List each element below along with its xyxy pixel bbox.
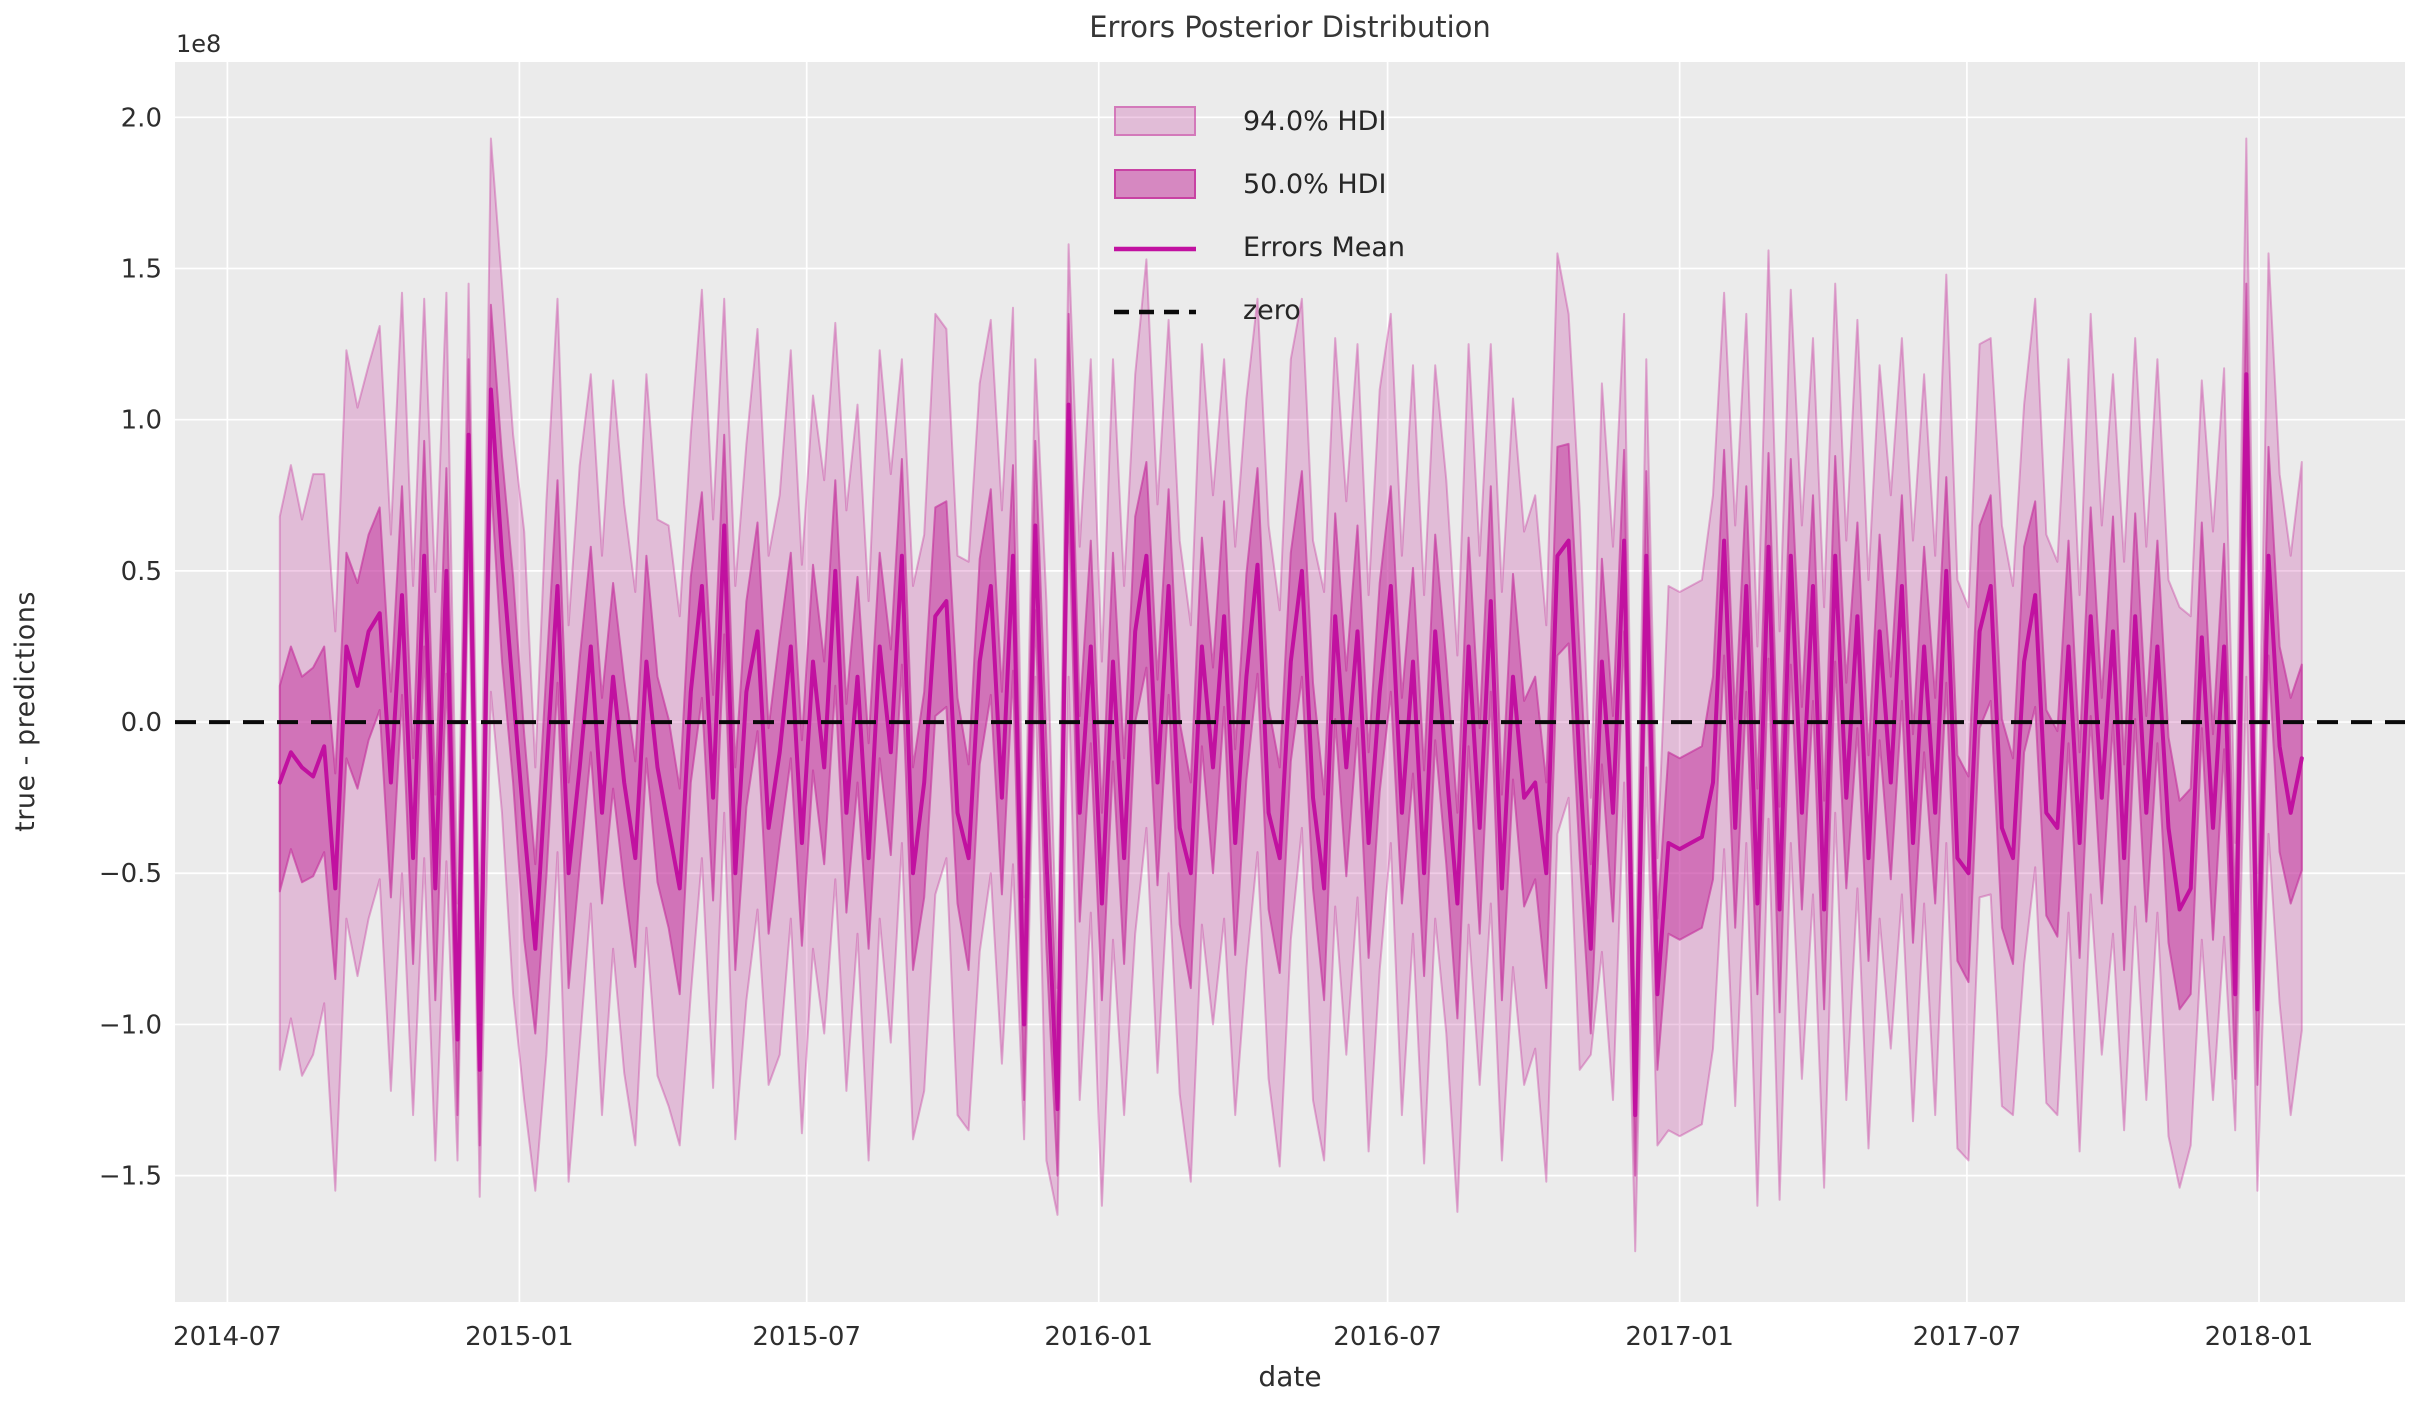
zero-dashed-swatch	[1114, 301, 1196, 320]
legend: 94.0% HDI 50.0% HDI Errors Mean zero	[1111, 98, 1406, 333]
mean-line-swatch	[1111, 238, 1199, 257]
y-axis-label: true - predictions	[10, 591, 41, 832]
legend-item-errors-mean: Errors Mean	[1111, 224, 1406, 270]
x-axis-label: date	[1258, 1360, 1322, 1393]
hdi-patch-swatch	[1114, 169, 1196, 199]
x-tick-label: 2016-07	[1333, 1322, 1442, 1352]
x-tick-label: 2017-07	[1913, 1322, 2022, 1352]
errors-mean-line	[277, 372, 2304, 1118]
y-tick-label: 2.0	[121, 103, 162, 133]
y-tick-label: 1.0	[121, 406, 162, 436]
x-tick-label: 2018-01	[2205, 1322, 2314, 1352]
y-axis-offset-label: 1e8	[176, 30, 222, 58]
hdi-patch-swatch	[1114, 106, 1196, 136]
y-tick-label: −1.0	[99, 1010, 162, 1040]
legend-label: 94.0% HDI	[1243, 105, 1387, 137]
x-tick-label: 2015-07	[752, 1322, 861, 1352]
x-tick-label: 2015-01	[465, 1322, 574, 1352]
y-tick-label: 0.5	[121, 557, 162, 587]
chart-title: Errors Posterior Distribution	[1089, 10, 1491, 44]
legend-label: zero	[1243, 294, 1301, 326]
hdi50-band	[278, 282, 2303, 1177]
y-axis-label-wrap: true - predictions	[10, 0, 41, 1423]
legend-item-50-0-hdi: 50.0% HDI	[1114, 161, 1405, 207]
y-tick-label: −0.5	[99, 859, 162, 889]
legend-label: 50.0% HDI	[1243, 168, 1387, 200]
zero-dashed-swatch-svg	[1114, 309, 1196, 314]
y-tick-label: −1.5	[99, 1162, 162, 1192]
y-tick-label: 1.5	[121, 255, 162, 285]
legend-item-zero: zero	[1114, 287, 1405, 333]
x-tick-label: 2016-01	[1044, 1322, 1153, 1352]
mean-line-swatch-svg	[1111, 246, 1199, 251]
legend-item-94-0-hdi: 94.0% HDI	[1114, 98, 1405, 144]
y-tick-label: 0.0	[121, 708, 162, 738]
legend-label: Errors Mean	[1243, 231, 1406, 263]
x-tick-label: 2017-01	[1625, 1322, 1734, 1352]
x-tick-label: 2014-07	[173, 1322, 282, 1352]
